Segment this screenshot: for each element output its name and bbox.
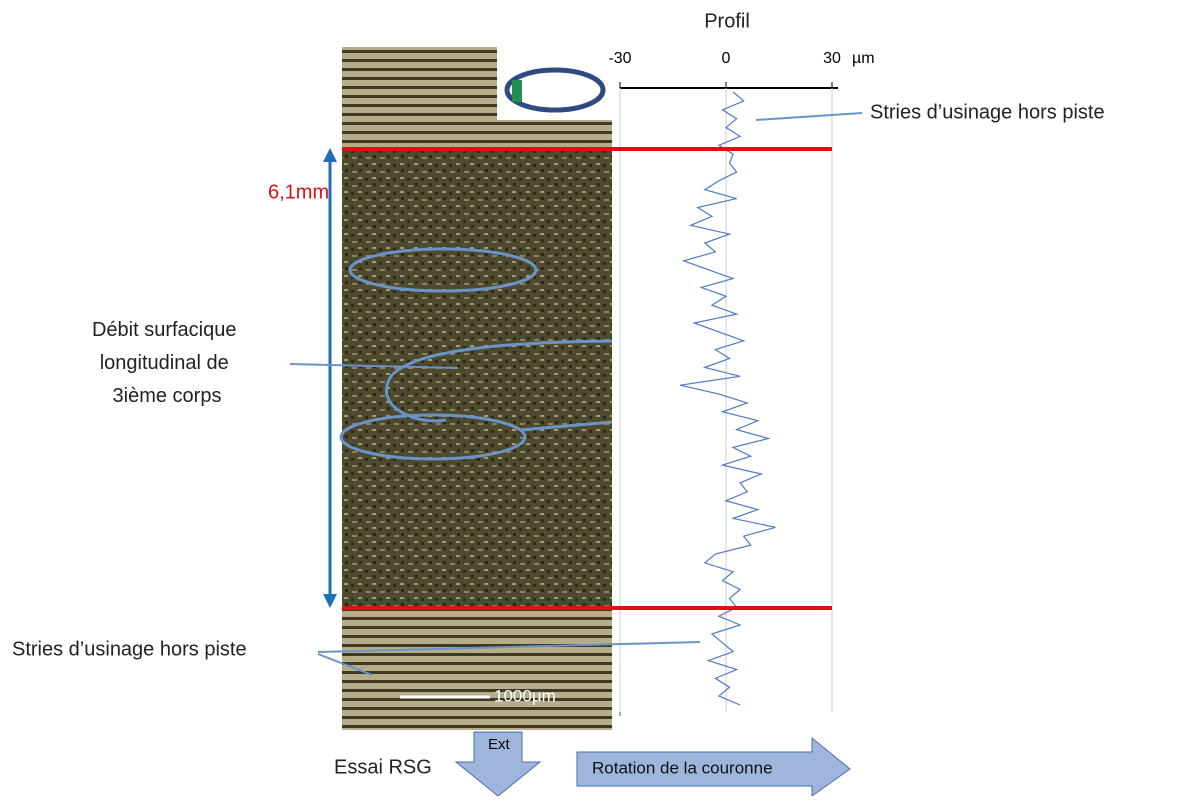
chart-area <box>616 88 848 716</box>
rotation-label: Rotation de la couronne <box>592 758 773 777</box>
micrograph-bottom <box>342 608 612 730</box>
stries-pointer <box>317 641 701 653</box>
zone-ellipse <box>339 413 527 461</box>
debit-line: Débit surfacique <box>92 319 237 341</box>
stries-pointer <box>755 112 863 121</box>
scale-label: 1000µm <box>494 686 556 705</box>
stries-label: Stries d’usinage hors piste <box>12 638 247 660</box>
zones <box>339 247 613 461</box>
debit-line: longitudinal de <box>100 352 229 374</box>
stries-pointer <box>317 653 373 676</box>
zone-curve <box>385 339 613 423</box>
x-tick-label: -30 <box>608 50 631 67</box>
x-tick-label: 0 <box>722 50 731 67</box>
debit-label: Débit surfacique longitudinal de 3ième c… <box>92 319 242 407</box>
ext-label: Ext <box>488 736 511 753</box>
ext-arrow <box>454 731 542 797</box>
profile-line <box>679 91 776 706</box>
ring-icon <box>504 67 606 113</box>
debit-pointer <box>289 363 459 369</box>
zone-link <box>519 420 613 432</box>
ring-icon-sample <box>512 80 522 102</box>
stries-label: Stries d’usinage hors piste <box>870 101 1105 123</box>
stries-pointers <box>317 641 701 676</box>
x-tick-label: 30 <box>823 50 841 67</box>
width-label: 6,1mm <box>268 181 329 203</box>
zone-ellipse <box>348 247 538 293</box>
micrograph-track <box>342 149 612 608</box>
rotation-arrow <box>576 736 851 797</box>
debit-line: 3ième corps <box>113 385 222 407</box>
essai-label: Essai RSG <box>334 756 432 778</box>
chart-title: Profil <box>704 10 750 32</box>
x-unit: µm <box>852 50 875 67</box>
